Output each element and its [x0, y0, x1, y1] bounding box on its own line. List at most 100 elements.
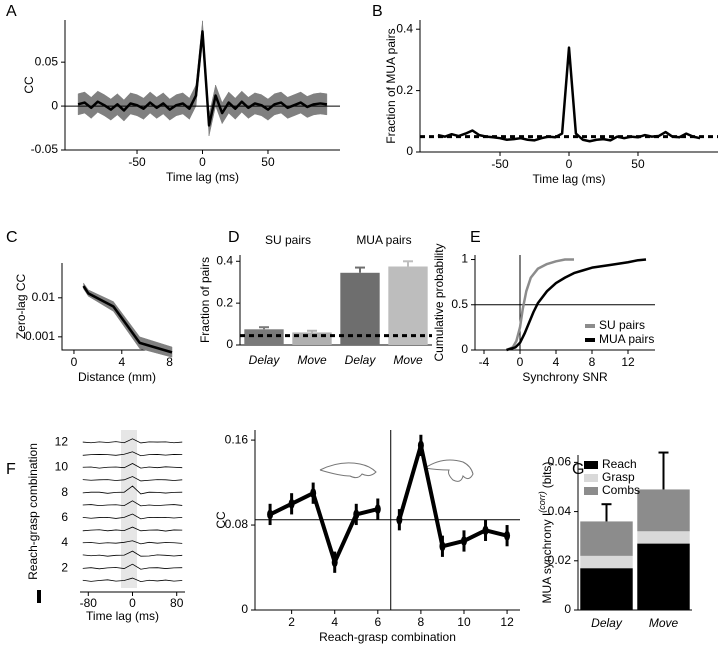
x-tick-label: Delay — [345, 353, 377, 367]
x-axis-label: Time lag (ms) — [166, 170, 239, 184]
x-tick-label: 0 — [71, 355, 78, 369]
point — [374, 504, 381, 515]
x-tick-label: -4 — [479, 355, 490, 369]
hand-sketch — [319, 459, 474, 482]
x-tick-label: -50 — [491, 157, 509, 171]
x-tick-label: 80 — [170, 596, 184, 610]
line — [397, 443, 508, 549]
y-tick-label: 0.4 — [216, 253, 233, 267]
line — [437, 46, 701, 143]
bar-segment — [580, 555, 633, 569]
line — [506, 258, 574, 352]
panel-label: E — [470, 229, 481, 246]
x-tick-label: Delay — [591, 616, 623, 630]
x-axis-label: Time lag (ms) — [533, 172, 606, 186]
bar-segment — [637, 489, 690, 532]
y-tick-label: 10 — [55, 460, 69, 474]
y-axis-label-main: MUA synchrony I — [540, 513, 554, 604]
x-tick-label: 0 — [129, 596, 136, 610]
y-tick-label: 0.04 — [548, 504, 572, 518]
y-tick-label: 1 — [461, 252, 468, 266]
y-tick-label: 0 — [51, 98, 58, 112]
y-tick-label: 0.16 — [225, 432, 249, 446]
x-axis-label: Reach-grasp combination — [319, 630, 456, 644]
point — [267, 509, 274, 520]
x-tick-label: Move — [393, 353, 423, 367]
y-axis-label: Zero-lag CC — [14, 273, 28, 339]
x-axis-label: Synchrony SNR — [522, 370, 608, 384]
line — [82, 285, 173, 354]
y-tick-label: 0 — [461, 342, 468, 356]
x-tick-label: Move — [649, 616, 679, 630]
panel-label: B — [372, 3, 383, 20]
y-axis-label: Reach-grasp combination — [26, 443, 40, 580]
x-tick-label: -80 — [80, 596, 98, 610]
bar-segment — [637, 531, 690, 544]
line — [77, 30, 328, 127]
y-tick-label: 0.05 — [35, 54, 59, 68]
y-tick-label: 0.08 — [225, 517, 249, 531]
x-tick-label: 0 — [566, 157, 573, 171]
legend-label: Grasp — [602, 470, 635, 484]
point — [353, 509, 360, 520]
point — [460, 535, 467, 546]
y-axis-label-unit: (bits) — [540, 462, 554, 489]
bar-segment — [580, 521, 633, 556]
bar-segment — [580, 568, 633, 610]
legend-label: Reach — [602, 457, 637, 471]
y-tick-label: 0.4 — [396, 21, 413, 35]
y-tick-label: 6 — [61, 510, 68, 524]
trace — [82, 500, 183, 507]
trace — [82, 563, 183, 570]
trace — [82, 526, 183, 532]
y-tick-label: 2 — [61, 560, 68, 574]
trace — [82, 550, 183, 557]
bar — [244, 329, 284, 345]
trace — [82, 540, 183, 545]
x-tick-label: 50 — [631, 157, 645, 171]
trace — [82, 485, 183, 495]
y-axis-label-superscript: (corr) — [537, 491, 547, 513]
legend-label: SU pairs — [599, 318, 645, 332]
line — [506, 258, 647, 352]
x-axis-label: Distance (mm) — [78, 370, 156, 384]
line — [269, 491, 379, 565]
bar — [340, 272, 380, 345]
group-label: MUA pairs — [356, 233, 411, 247]
x-tick-label: 4 — [553, 355, 560, 369]
zero-lag-shade — [121, 430, 137, 588]
x-tick-label: 12 — [500, 615, 514, 629]
x-tick-label: 2 — [288, 615, 295, 629]
trace — [82, 577, 183, 583]
trace — [82, 438, 183, 444]
x-tick-label: 6 — [374, 615, 381, 629]
y-tick-label: 0 — [406, 144, 413, 158]
y-tick-label: 0.2 — [216, 295, 233, 309]
y-tick-label: 0.001 — [25, 329, 55, 343]
x-tick-label: 8 — [589, 355, 596, 369]
trace — [82, 451, 183, 457]
legend-swatch — [584, 461, 598, 469]
x-tick-label: Delay — [249, 353, 281, 367]
x-tick-label: 50 — [261, 155, 275, 169]
scale-bar — [37, 590, 41, 603]
trace — [82, 476, 183, 482]
panel-label: F — [6, 461, 16, 478]
point — [504, 530, 511, 541]
y-tick-label: 0 — [241, 602, 248, 616]
panel-label: D — [228, 229, 240, 246]
legend-swatch — [584, 487, 598, 495]
point — [396, 514, 403, 525]
y-tick-label: 12 — [55, 434, 69, 448]
y-tick-label: 0.5 — [451, 297, 468, 311]
x-axis-label: Time lag (ms) — [86, 609, 159, 623]
x-tick-label: 8 — [418, 615, 425, 629]
x-tick-label: -50 — [128, 155, 146, 169]
y-axis-label: MUA synchrony I(corr) (bits) — [537, 462, 554, 604]
point — [310, 488, 317, 499]
panel-label: C — [6, 229, 18, 246]
point — [331, 557, 338, 568]
point — [417, 440, 424, 451]
y-axis-label: Fraction of MUA pairs — [384, 28, 398, 143]
